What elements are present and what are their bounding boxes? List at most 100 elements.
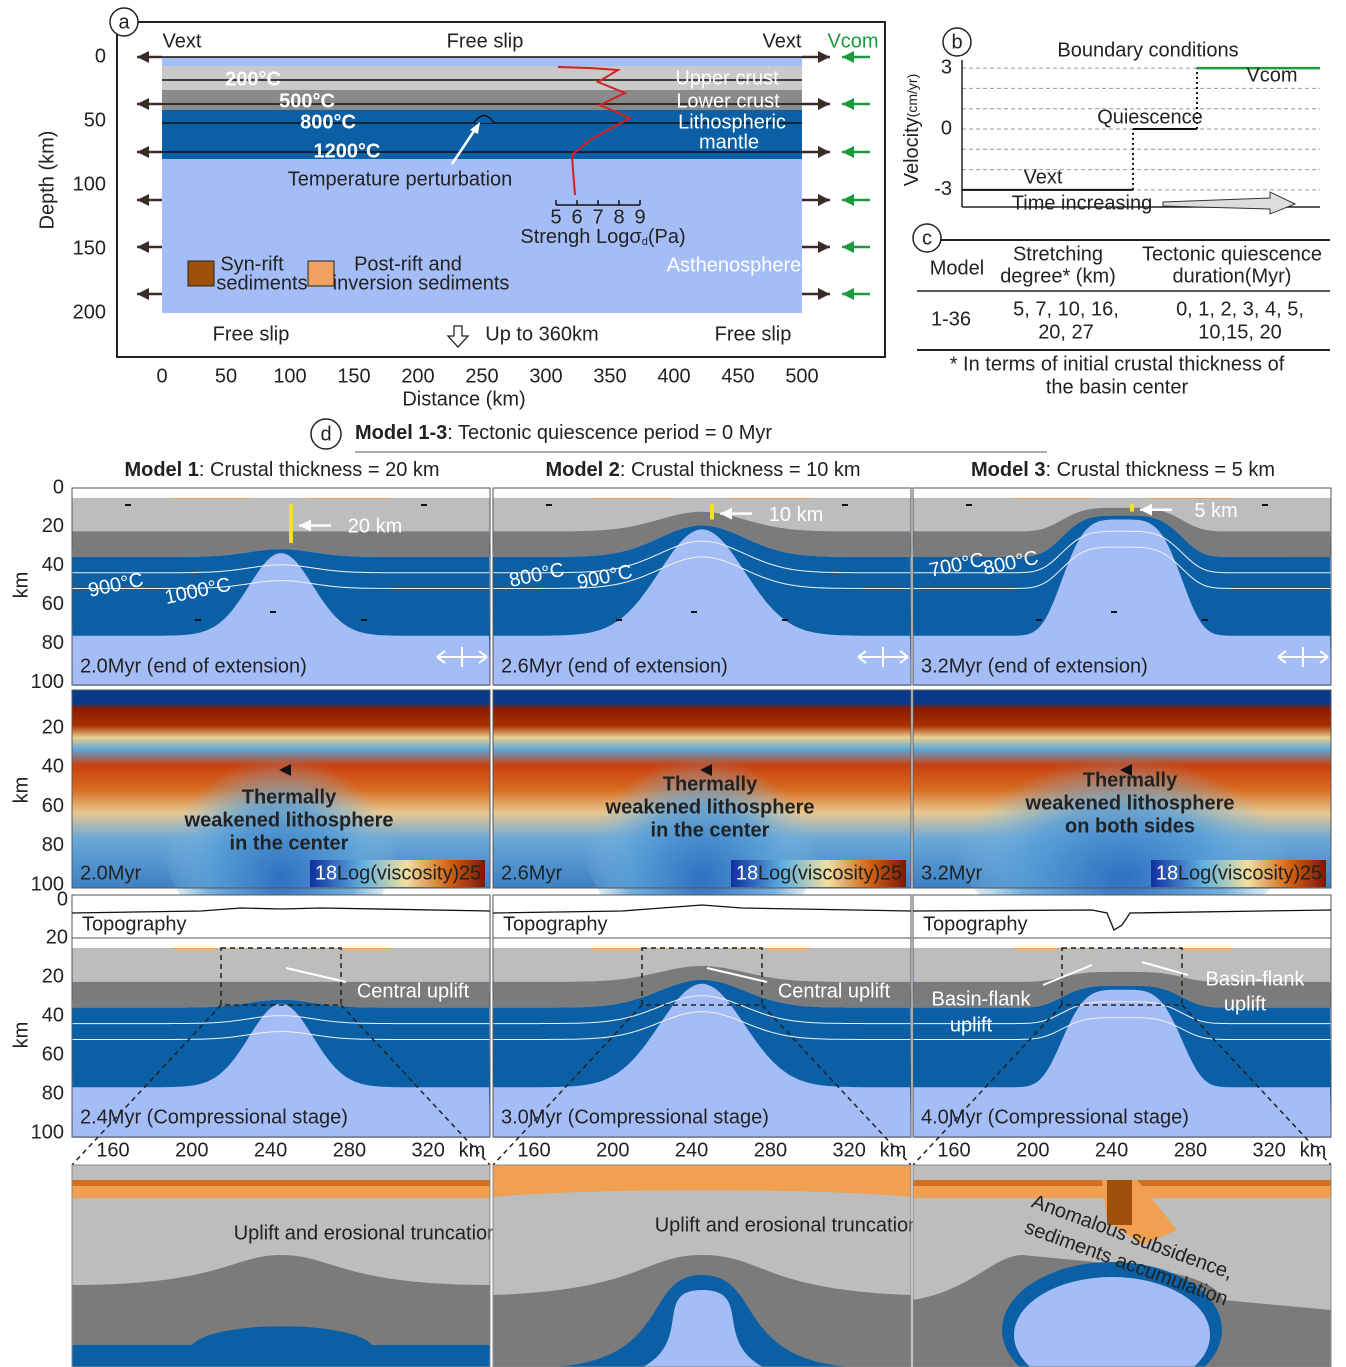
x-tick-label: 280 [1174,1139,1207,1161]
zoom-sediment [72,1180,490,1186]
panel-title: Boundary conditions [1057,39,1238,61]
page-body: aVextFree slipVextVcom050100150200050100… [0,0,1346,1367]
x-tick-label: 200 [1016,1139,1049,1161]
table-header: degree* (km) [1000,265,1116,287]
strength-label-text: Strengh Logσ [520,226,642,248]
down-arrow-icon [448,326,468,347]
isotherm-label: 800°C [300,111,356,133]
time-label: 2.4Myr (Compressional stage) [80,1106,348,1128]
zoom-annotation: Uplift and erosional truncation [234,1222,499,1244]
topography-label: Topography [82,913,187,935]
x-axis-unit: km [1300,1139,1327,1161]
extension-arrow-head [818,98,830,110]
x-tick-label: 500 [785,365,818,387]
y-axis-label: Velocity(cm/yr) [901,74,923,186]
colorbar-tick: 18 [736,862,758,884]
boundary-label: Vext [163,30,202,52]
y-tick-label: 60 [42,1043,64,1065]
x-tick-label: 320 [833,1139,866,1161]
isotherm-label: 1200°C [314,140,381,162]
time-label: 2.0Myr [80,862,141,884]
time-label: 3.2Myr (end of extension) [921,655,1148,677]
y-tick-label: 100 [31,671,64,693]
boundary-label: Vcom [827,30,878,52]
y-tick-label: 80 [42,632,64,654]
y-tick-label: 0 [941,117,952,139]
y-axis-unit: km [10,572,32,599]
column-title-bold: Model 3 [971,459,1045,481]
x-tick-label: 350 [593,365,626,387]
y-tick-label: 60 [42,795,64,817]
y-tick-label: 100 [73,173,106,195]
thickness-label: 5 km [1194,500,1237,522]
annotation: Basin-flank [1206,968,1306,990]
compression-arrow-head [842,241,854,253]
table-cell: 10,15, 20 [1198,321,1281,343]
colorbar-label: Log(viscosity) [337,862,459,884]
topo-tick-label: 20 [46,926,68,948]
column-title-bold: Model 2 [545,459,619,481]
y-axis-label: Depth (km) [36,131,58,230]
column-title-rest: : Crustal thickness = 5 km [1045,459,1275,481]
layer-label: mantle [699,131,759,153]
y-tick-label: 80 [42,834,64,856]
table-cell: 1-36 [931,308,971,330]
time-label: 4.0Myr (Compressional stage) [921,1106,1189,1128]
strength-tick-label: 8 [613,206,624,228]
colorbar-label: Log(viscosity) [1178,862,1300,884]
x-axis-label: Distance (km) [402,388,525,410]
colorbar-tick: 25 [459,862,481,884]
boundary-label: Up to 360km [485,323,598,345]
y-tick-label: 20 [42,716,64,738]
time-label: 2.0Myr (end of extension) [80,655,307,677]
y-axis-label-text: Velocity [901,117,923,186]
column-title: Model 2: Crustal thickness = 10 km [545,459,860,481]
strength-tick-label: 5 [550,206,561,228]
y-tick-label: -3 [934,178,952,200]
x-axis-unit: km [880,1139,907,1161]
strength-label: Strengh Logσd(Pa) [520,226,685,248]
upper-crust [72,948,490,982]
time-label: 3.2Myr [921,862,982,884]
zoom-annotation: Uplift and erosional truncation [655,1214,920,1236]
y-axis-unit: km [10,1022,32,1049]
y-tick-label: 40 [42,554,64,576]
isotherm-label: 200°C [225,68,281,90]
panel-label: c [922,227,932,249]
extension-arrow-head [137,146,149,158]
extension-arrow-head [818,288,830,300]
y-axis-unit: km [10,777,32,804]
legend-swatch [308,261,334,286]
extension-arrow-head [137,194,149,206]
layer-label: Upper crust [675,67,779,89]
x-tick-label: 280 [333,1139,366,1161]
x-tick-label: 200 [401,365,434,387]
footnote: * In terms of initial crustal thickness … [950,353,1285,375]
thickness-label: 10 km [769,504,823,526]
x-tick-label: 240 [675,1139,708,1161]
x-tick-label: 200 [596,1139,629,1161]
strength-tick-label: 6 [571,206,582,228]
y-tick-label: 150 [73,237,106,259]
compression-arrow-head [842,146,854,158]
x-tick-label: 300 [529,365,562,387]
column-title-bold: Model 1 [124,459,198,481]
figure: aVextFree slipVextVcom050100150200050100… [0,0,1346,1367]
annotation: weakened lithosphere [184,809,394,831]
annotation: Thermally [242,786,337,808]
y-tick-label: 20 [42,965,64,987]
y-tick-label: 3 [941,56,952,78]
time-arrow [1163,192,1295,214]
phase-label: Vcom [1246,64,1297,86]
panel-title: Model 1-3: Tectonic quiescence period = … [355,422,772,444]
annotation: Central uplift [778,980,891,1002]
time-label: 3.0Myr (Compressional stage) [501,1106,769,1128]
air [493,938,911,948]
x-tick-label: 280 [754,1139,787,1161]
legend-swatch [188,261,214,286]
thickness-label: 20 km [348,516,402,538]
y-tick-label: 40 [42,756,64,778]
column-title-rest: : Crustal thickness = 20 km [199,459,440,481]
strength-tick-label: 7 [592,206,603,228]
y-tick-label: 20 [42,515,64,537]
